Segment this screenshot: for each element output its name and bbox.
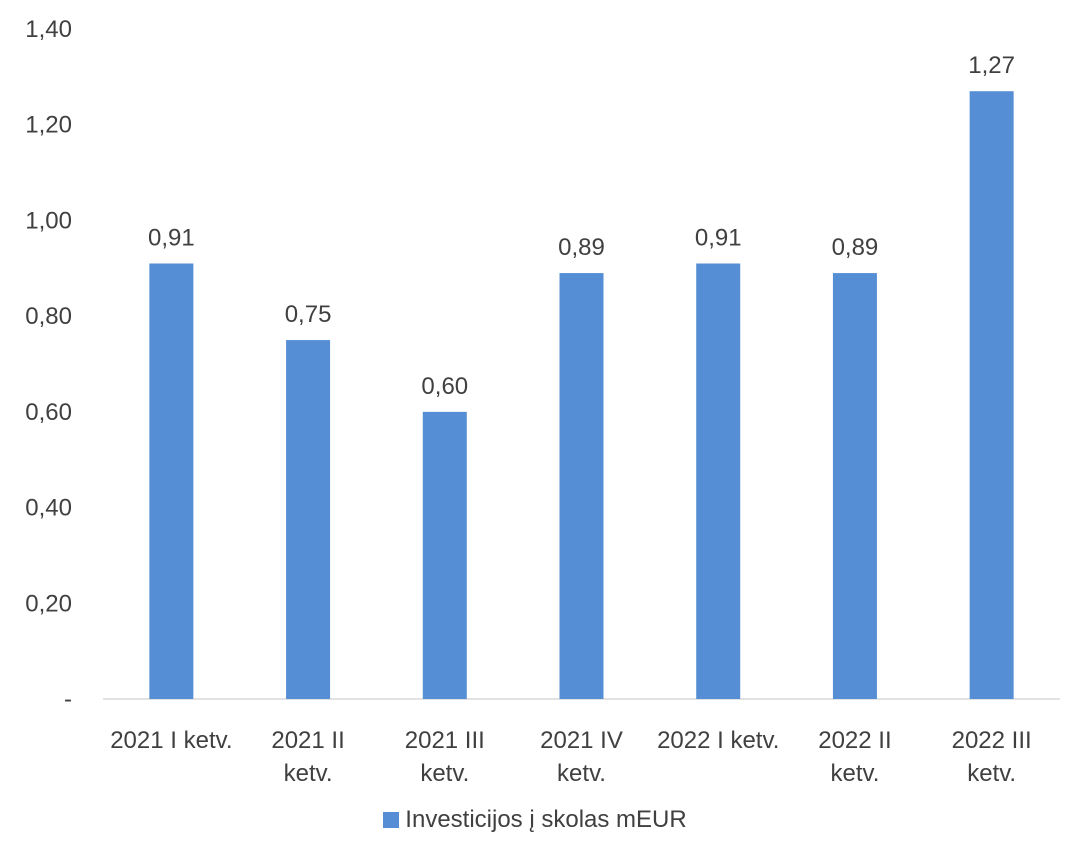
x-tick-label: 2021 III: [405, 727, 485, 754]
bar: [149, 263, 194, 699]
y-tick-label: 0,80: [25, 303, 72, 330]
x-tick-label: 2022 III: [952, 727, 1032, 754]
x-tick-label: ketv.: [284, 760, 333, 787]
data-label: 0,91: [695, 225, 742, 252]
bar: [422, 411, 467, 699]
bar: [696, 263, 741, 699]
x-tick-label: 2021 IV: [540, 727, 623, 754]
x-tick-label: ketv.: [420, 760, 469, 787]
y-tick-label: 0,40: [25, 495, 72, 522]
data-label: 0,89: [558, 234, 605, 261]
y-tick-label: 0,60: [25, 399, 72, 426]
x-tick-label: ketv.: [830, 760, 879, 787]
x-tick-label: 2022 II: [818, 727, 891, 754]
x-tick-label: 2021 I ketv.: [110, 727, 232, 754]
legend-swatch: [383, 812, 400, 828]
legend: Investicijos į skolas mEUR: [0, 800, 1070, 840]
bar-chart: - 0,20 0,40 0,60 0,80 1,00 1,20 1,40 0,91 2021 I …: [25, 16, 1060, 787]
bar: [832, 273, 877, 699]
legend-label: Investicijos į skolas mEUR: [405, 806, 687, 833]
x-tick-label: 2021 II: [271, 727, 344, 754]
data-label: 0,75: [285, 301, 332, 328]
data-label: 0,89: [832, 234, 879, 261]
x-tick-label: ketv.: [557, 760, 606, 787]
y-tick-label: 1,00: [25, 207, 72, 234]
data-label: 0,91: [148, 225, 195, 252]
bar: [286, 340, 331, 699]
data-label: 1,27: [968, 52, 1015, 79]
x-tick-label: ketv.: [967, 760, 1016, 787]
y-tick-label: -: [64, 686, 72, 713]
y-tick-label: 1,40: [25, 16, 72, 43]
y-tick-label: 1,20: [25, 112, 72, 139]
data-label: 0,60: [421, 373, 468, 400]
y-tick-label: 0,20: [25, 590, 72, 617]
bar: [559, 273, 604, 699]
bar: [969, 91, 1014, 699]
x-tick-label: 2022 I ketv.: [657, 727, 779, 754]
